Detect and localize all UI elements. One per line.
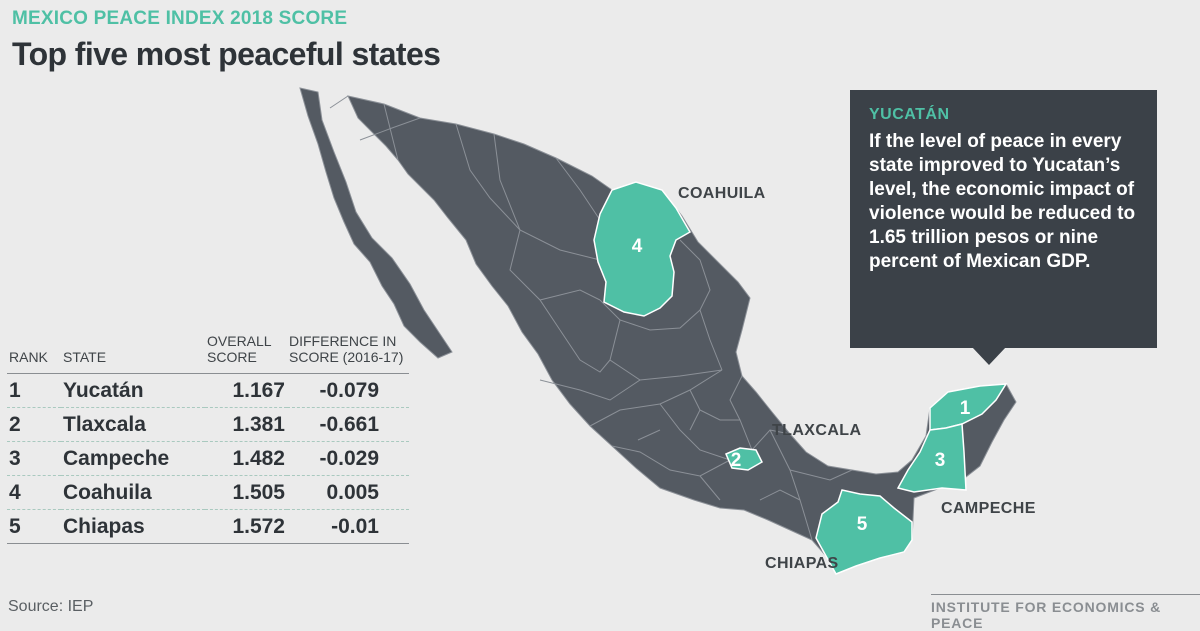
table-row: 2 Tlaxcala 1.381 -0.661 (7, 407, 409, 442)
marker-yucatan: 1 (960, 398, 971, 419)
cell-diff: -0.01 (287, 509, 409, 544)
cell-state: Chiapas (61, 509, 205, 544)
cell-state: Campeche (61, 441, 205, 476)
marker-tlaxcala: 2 (731, 450, 742, 471)
state-campeche[interactable] (896, 423, 967, 493)
source-note: Source: IEP (8, 598, 94, 615)
header-score: OVERALL SCORE (205, 333, 287, 374)
cell-score: 1.482 (205, 441, 287, 476)
cell-rank: 2 (7, 407, 61, 442)
state-chiapas[interactable] (815, 489, 913, 575)
cell-score: 1.505 (205, 475, 287, 510)
table-row: 1 Yucatán 1.167 -0.079 (7, 373, 409, 408)
table-row: 5 Chiapas 1.572 -0.01 (7, 509, 409, 544)
cell-score: 1.381 (205, 407, 287, 442)
cell-diff: -0.029 (287, 441, 409, 476)
marker-coahuila: 4 (632, 236, 643, 257)
chart-title: Top five most peaceful states (12, 36, 441, 72)
iep-logo: INSTITUTE FOR ECONOMICS & PEACE (931, 594, 1200, 631)
cell-state: Tlaxcala (61, 407, 205, 442)
cell-diff: 0.005 (287, 475, 409, 510)
cell-state: Coahuila (61, 475, 205, 510)
state-coahuila[interactable] (593, 181, 692, 317)
table-row: 3 Campeche 1.482 -0.029 (7, 441, 409, 476)
cell-rank: 4 (7, 475, 61, 510)
callout-title: YUCATÁN (869, 106, 950, 123)
callout-box: YUCATÁN If the level of peace in every s… (850, 90, 1157, 348)
chart-kicker: MEXICO PEACE INDEX 2018 SCORE (12, 8, 348, 29)
state-tlaxcala[interactable] (725, 447, 763, 471)
callout-pointer (972, 347, 1006, 365)
label-tlaxcala: TLAXCALA (772, 422, 862, 439)
table-header-row: RANK STATE OVERALL SCORE DIFFERENCE IN S… (7, 333, 409, 374)
cell-rank: 1 (7, 373, 61, 408)
header-rank: RANK (7, 333, 61, 374)
ranking-table: RANK STATE OVERALL SCORE DIFFERENCE IN S… (7, 333, 409, 544)
cell-score: 1.167 (205, 373, 287, 408)
marker-chiapas: 5 (857, 514, 868, 535)
region-mainland (347, 95, 1017, 575)
cell-rank: 5 (7, 509, 61, 544)
cell-state: Yucatán (61, 373, 205, 408)
label-campeche: CAMPECHE (941, 500, 1036, 517)
header-state: STATE (61, 333, 205, 374)
cell-diff: -0.079 (287, 373, 409, 408)
marker-campeche: 3 (935, 450, 946, 471)
header-diff: DIFFERENCE IN SCORE (2016-17) (287, 333, 409, 374)
label-chiapas: CHIAPAS (765, 555, 839, 572)
table-row: 4 Coahuila 1.505 0.005 (7, 475, 409, 510)
region-baja-california (299, 87, 453, 359)
cell-diff: -0.661 (287, 407, 409, 442)
callout-text: If the level of peace in every state imp… (869, 131, 1136, 272)
cell-rank: 3 (7, 441, 61, 476)
label-coahuila: COAHUILA (678, 185, 766, 202)
cell-score: 1.572 (205, 509, 287, 544)
